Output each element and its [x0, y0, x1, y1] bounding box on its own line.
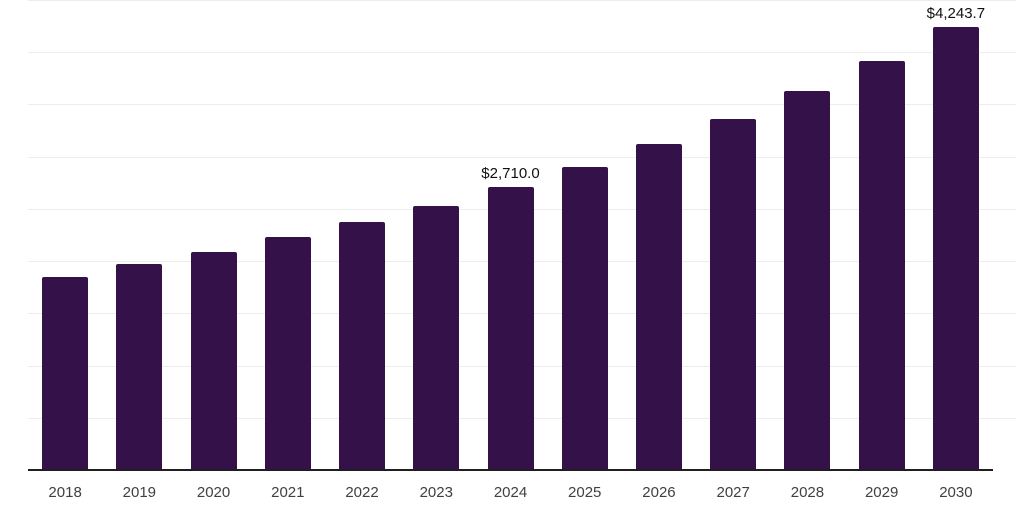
gridline-4500	[28, 0, 1016, 1]
x-tick-label-2019: 2019	[122, 484, 157, 501]
x-tick-label-2024: 2024	[493, 484, 528, 501]
bar-2018	[42, 276, 89, 470]
bar-2028	[784, 90, 831, 470]
bar-2021	[264, 236, 311, 470]
bar-2019	[116, 263, 163, 470]
data-label-2030: $4,243.7	[926, 4, 986, 22]
x-tick-label-2030: 2030	[939, 484, 973, 501]
gridline-3000	[28, 157, 1016, 158]
bar-2029	[858, 60, 905, 470]
bar-2027	[710, 118, 757, 470]
data-label-2024: $2,710.0	[481, 164, 540, 182]
x-axis-line	[28, 469, 993, 471]
bar-2026	[635, 143, 682, 470]
gridline-3500	[28, 104, 1016, 105]
x-tick-label-2018: 2018	[48, 484, 82, 501]
bar-2022	[339, 222, 386, 470]
x-tick-label-2026: 2026	[642, 484, 676, 501]
x-tick-label-2025: 2025	[568, 484, 602, 501]
x-tick-label-2028: 2028	[790, 484, 825, 501]
bar-2024	[487, 186, 534, 470]
x-tick-label-2021: 2021	[271, 484, 305, 501]
x-tick-label-2027: 2027	[716, 484, 750, 501]
x-tick-label-2029: 2029	[864, 484, 899, 501]
bar-2020	[190, 251, 237, 470]
bar-2025	[561, 166, 608, 470]
x-tick-label-2023: 2023	[419, 484, 453, 501]
bar-2030	[932, 26, 979, 470]
x-tick-label-2022: 2022	[345, 484, 379, 501]
x-tick-label-2020: 2020	[196, 484, 231, 501]
gridline-4000	[28, 52, 1016, 53]
bar-2023	[413, 205, 460, 470]
